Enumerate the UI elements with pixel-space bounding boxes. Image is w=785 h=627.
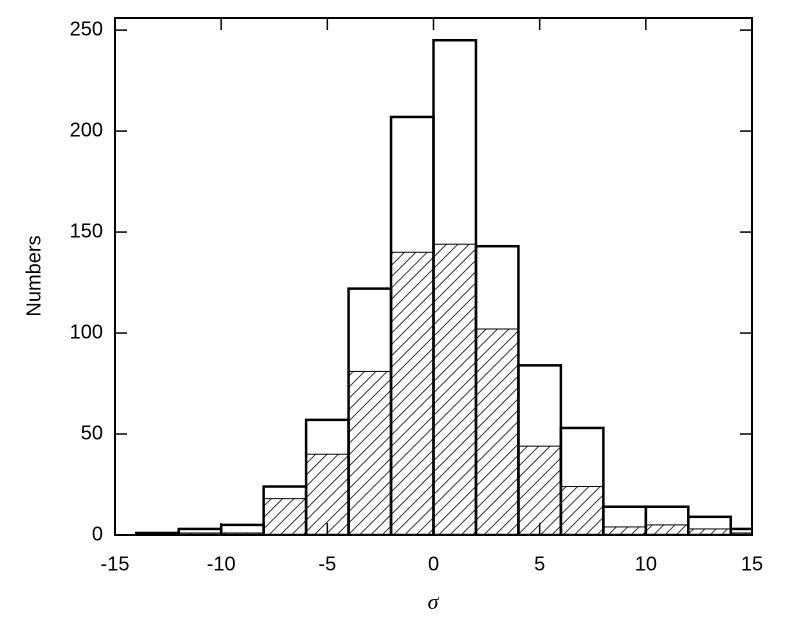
hatched-bar	[263, 498, 307, 535]
x-axis-label: σ	[428, 589, 440, 614]
y-tick-label: 150	[70, 220, 103, 242]
bars	[134, 38, 752, 535]
x-tick-label: 15	[741, 553, 763, 575]
outline-bar	[687, 515, 733, 535]
x-tick-label: 10	[635, 553, 657, 575]
x-tick-label: 0	[428, 553, 439, 575]
hatched-bar	[475, 328, 519, 535]
y-axis-label: Numbers	[23, 235, 45, 316]
hatched-bar	[560, 486, 604, 535]
y-tick-label: 250	[70, 18, 103, 40]
outline-bar	[559, 426, 605, 535]
x-tick-label: 5	[534, 553, 545, 575]
x-tick-label: -5	[318, 553, 336, 575]
hatched-bar	[645, 524, 689, 535]
y-tick-label: 100	[70, 321, 103, 343]
hatched-bar	[390, 251, 434, 535]
y-tick-label: 200	[70, 119, 103, 141]
y-tick-label: 50	[81, 422, 103, 444]
hatched-bar	[433, 243, 477, 535]
hatched-bar	[305, 453, 350, 535]
x-tick-label: -10	[207, 553, 236, 575]
hatched-bar	[348, 370, 392, 535]
x-tick-label: -15	[101, 553, 130, 575]
y-tick-label: 0	[92, 523, 103, 545]
hatched-bar	[517, 445, 562, 535]
